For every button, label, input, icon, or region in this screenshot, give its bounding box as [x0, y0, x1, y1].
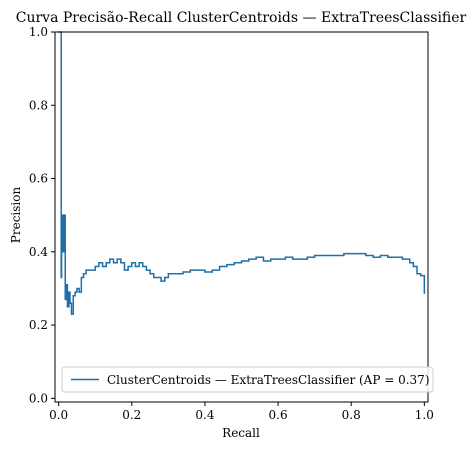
legend-entry-label: ClusterCentroids — ExtraTreesClassifier …	[107, 373, 430, 387]
x-tick-label: 0.8	[342, 408, 361, 422]
y-tick-label: 0.4	[29, 245, 48, 259]
x-axis-ticks: 0.0 0.2 0.4 0.6 0.8 1.0	[49, 402, 434, 422]
y-tick-label: 0.0	[29, 391, 48, 405]
y-tick-label: 0.2	[29, 318, 48, 332]
y-tick-label: 0.6	[29, 172, 48, 186]
y-axis-label: Precision	[9, 187, 23, 244]
x-tick-label: 0.6	[269, 408, 288, 422]
y-axis-ticks: 0.0 0.2 0.4 0.6 0.8 1.0	[29, 25, 55, 405]
x-tick-label: 0.4	[195, 408, 214, 422]
x-tick-label: 0.0	[49, 408, 68, 422]
x-tick-label: 1.0	[415, 408, 434, 422]
x-axis-label: Recall	[222, 426, 260, 440]
y-tick-label: 1.0	[29, 25, 48, 39]
chart-title: Curva Precisão-Recall ClusterCentroids —…	[16, 10, 467, 26]
series-line-0	[58, 31, 426, 315]
y-tick-label: 0.8	[29, 98, 48, 112]
plot-frame	[54, 31, 429, 403]
legend: ClusterCentroids — ExtraTreesClassifier …	[61, 366, 434, 393]
x-tick-label: 0.2	[122, 408, 141, 422]
plot-area	[54, 31, 429, 403]
legend-box	[61, 366, 434, 393]
